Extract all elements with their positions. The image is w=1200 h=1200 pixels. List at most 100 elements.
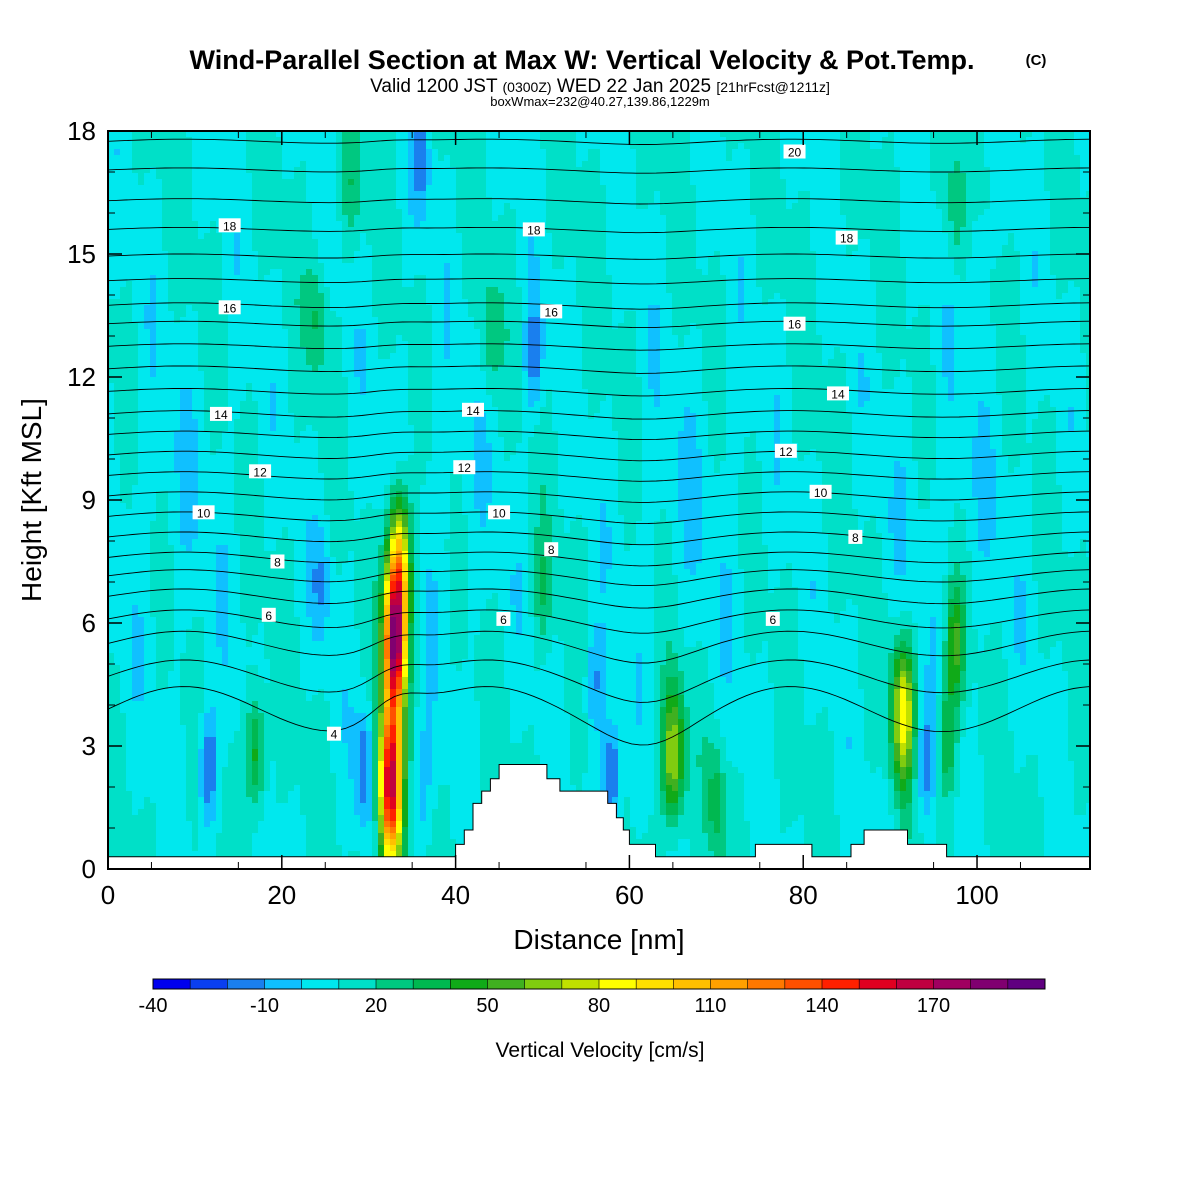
w-cell bbox=[774, 155, 781, 162]
w-cell bbox=[156, 281, 163, 288]
w-cell bbox=[786, 131, 793, 138]
w-cell bbox=[438, 131, 445, 138]
w-cell bbox=[582, 269, 589, 276]
w-cell bbox=[894, 305, 901, 312]
w-cell bbox=[414, 191, 421, 198]
w-cell bbox=[330, 179, 337, 186]
w-cell bbox=[1080, 185, 1087, 192]
w-cell bbox=[396, 209, 403, 216]
w-cell bbox=[318, 299, 325, 306]
w-cell bbox=[264, 275, 271, 282]
w-cell bbox=[930, 299, 937, 306]
w-cell bbox=[252, 167, 259, 174]
w-cell bbox=[498, 173, 505, 180]
w-cell bbox=[870, 263, 877, 270]
w-cell bbox=[198, 167, 205, 174]
w-cell bbox=[414, 311, 421, 318]
w-cell bbox=[708, 215, 715, 222]
w-cell bbox=[750, 233, 757, 240]
w-cell bbox=[324, 185, 331, 192]
w-cell bbox=[1002, 287, 1009, 294]
w-cell bbox=[678, 161, 685, 168]
w-cell bbox=[546, 143, 553, 150]
w-cell bbox=[594, 155, 601, 162]
w-cell bbox=[330, 167, 337, 174]
w-cell bbox=[864, 173, 871, 180]
w-cell bbox=[576, 209, 583, 216]
w-cell bbox=[882, 221, 889, 228]
w-cell bbox=[720, 143, 727, 150]
w-cell bbox=[240, 269, 247, 276]
w-cell bbox=[378, 203, 385, 210]
w-cell bbox=[918, 239, 925, 246]
w-cell bbox=[462, 209, 469, 216]
w-cell bbox=[690, 299, 697, 306]
w-cell bbox=[810, 281, 817, 288]
w-cell bbox=[1044, 275, 1051, 282]
w-cell bbox=[474, 203, 481, 210]
w-cell bbox=[216, 203, 223, 210]
w-cell bbox=[516, 275, 523, 282]
w-cell bbox=[768, 197, 775, 204]
w-cell bbox=[474, 209, 481, 216]
w-cell bbox=[1002, 131, 1009, 138]
w-cell bbox=[546, 233, 553, 240]
w-cell bbox=[126, 191, 133, 198]
w-cell bbox=[540, 173, 547, 180]
w-cell bbox=[594, 185, 601, 192]
w-cell bbox=[522, 287, 529, 294]
w-cell bbox=[132, 179, 139, 186]
w-cell bbox=[600, 239, 607, 246]
w-cell bbox=[1080, 179, 1087, 186]
w-cell bbox=[780, 257, 787, 264]
w-cell bbox=[1062, 197, 1069, 204]
w-cell bbox=[240, 257, 247, 264]
w-cell bbox=[996, 221, 1003, 228]
w-cell bbox=[774, 275, 781, 282]
w-cell bbox=[762, 197, 769, 204]
w-cell bbox=[396, 191, 403, 198]
w-cell bbox=[210, 311, 217, 318]
w-cell bbox=[666, 227, 673, 234]
w-cell bbox=[426, 221, 433, 228]
w-cell bbox=[576, 173, 583, 180]
w-cell bbox=[402, 221, 409, 228]
w-cell bbox=[1044, 191, 1051, 198]
w-cell bbox=[900, 209, 907, 216]
w-cell bbox=[360, 233, 367, 240]
w-cell bbox=[906, 269, 913, 276]
w-cell bbox=[492, 245, 499, 252]
w-cell bbox=[852, 281, 859, 288]
w-cell bbox=[162, 185, 169, 192]
w-cell bbox=[900, 305, 907, 312]
w-cell bbox=[408, 149, 415, 156]
w-cell bbox=[846, 179, 853, 186]
w-cell bbox=[654, 245, 661, 252]
w-cell bbox=[192, 221, 199, 228]
w-cell bbox=[258, 311, 265, 318]
w-cell bbox=[630, 227, 637, 234]
w-cell bbox=[486, 287, 493, 294]
w-cell bbox=[564, 179, 571, 186]
w-cell bbox=[540, 245, 547, 252]
w-cell bbox=[732, 251, 739, 258]
w-cell bbox=[516, 215, 523, 222]
w-cell bbox=[138, 197, 145, 204]
w-cell bbox=[360, 275, 367, 282]
w-cell bbox=[300, 245, 307, 252]
w-cell bbox=[318, 161, 325, 168]
w-cell bbox=[300, 281, 307, 288]
w-cell bbox=[330, 203, 337, 210]
w-cell bbox=[930, 305, 937, 312]
w-cell bbox=[642, 263, 649, 270]
w-cell bbox=[234, 131, 241, 138]
w-cell bbox=[270, 299, 277, 306]
w-cell bbox=[528, 131, 535, 138]
w-cell bbox=[984, 137, 991, 144]
w-cell bbox=[636, 269, 643, 276]
w-cell bbox=[1050, 227, 1057, 234]
w-cell bbox=[108, 131, 115, 138]
w-cell bbox=[204, 131, 211, 138]
w-cell bbox=[822, 197, 829, 204]
w-cell bbox=[426, 215, 433, 222]
